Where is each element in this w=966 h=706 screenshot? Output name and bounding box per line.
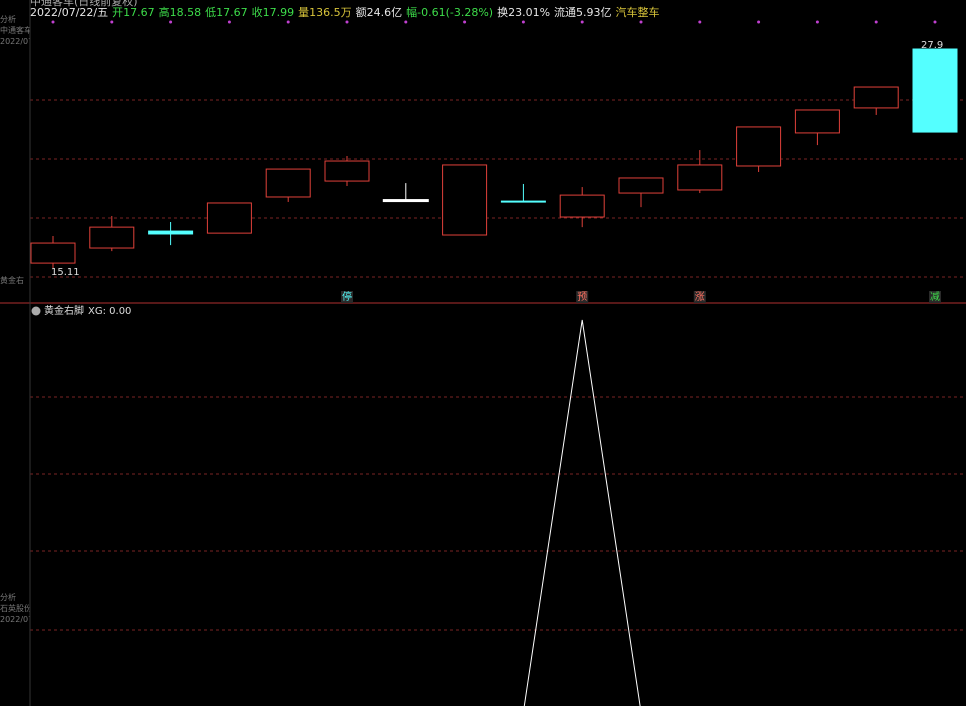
sidebar-item: 2022/07 — [0, 615, 30, 624]
open: 开17.67 — [112, 6, 155, 19]
period-dot — [169, 20, 173, 24]
indicator-toggle[interactable] — [31, 306, 41, 316]
signal-label: 减 — [930, 291, 940, 303]
candle-body — [736, 126, 782, 167]
period-dot — [698, 20, 702, 24]
period-dot — [521, 20, 525, 24]
candle-body — [912, 48, 958, 133]
signal-label: 涨 — [695, 291, 705, 303]
stock-title: 中通客车(日线前复权) — [30, 0, 138, 8]
candle-body — [148, 230, 194, 235]
sidebar-item: 分析 — [0, 15, 16, 24]
period-dot — [933, 20, 937, 24]
quote-bar: 2022/07/22/五 开17.67 高18.58 低17.67 收17.99 量136… — [30, 4, 664, 20]
indicator-line — [523, 319, 641, 706]
signal-label: 预 — [577, 291, 587, 303]
candle-body — [500, 200, 546, 203]
candle-body — [677, 164, 723, 191]
high: 高18.58 — [158, 6, 202, 19]
period-dot — [757, 20, 761, 24]
sidebar-top: 分析中通客车 2022/07 黄金右 — [0, 14, 30, 286]
close: 收17.99 — [251, 6, 295, 19]
candle-body — [794, 109, 840, 134]
sidebar-item: 中通客车 — [0, 26, 30, 35]
period-dot — [227, 20, 231, 24]
period-dot — [404, 20, 408, 24]
period-dot — [286, 20, 290, 24]
indicator-value: XG: 0.00 — [88, 306, 131, 317]
period-dot — [580, 20, 584, 24]
candle-body — [206, 202, 252, 234]
period-dot — [874, 20, 878, 24]
period-dot — [51, 20, 55, 24]
sidebar-item: 石英股份 — [0, 604, 30, 613]
sector: 汽车整车 — [615, 6, 660, 19]
candle-body — [382, 199, 429, 203]
float: 流通5.93亿 — [554, 6, 612, 19]
max-label: 27.9 — [921, 40, 943, 51]
candle-body — [265, 168, 311, 198]
signal-label: 停 — [342, 290, 352, 303]
period-dot — [815, 20, 819, 24]
indicator-name: 黄金右脚 — [44, 304, 84, 317]
sidebar-bottom: 分析石英股份 2022/07 — [0, 592, 30, 625]
signal-box — [576, 291, 589, 303]
amount: 额24.6亿 — [355, 6, 403, 19]
signal-box — [693, 291, 706, 303]
sidebar-item: 2022/07 — [0, 37, 30, 46]
min-label: 15.11 — [51, 267, 80, 278]
turnover: 换23.01% — [497, 6, 551, 19]
period-dot — [463, 20, 467, 24]
change: 幅-0.61(-3.28%) — [406, 6, 494, 19]
signal-box — [929, 291, 941, 303]
period-dot — [110, 20, 114, 24]
candle-body — [853, 86, 899, 109]
candle-body — [618, 177, 664, 194]
volume: 量136.5万 — [298, 6, 352, 19]
candle-body — [30, 242, 76, 264]
date: 2022/07/22/五 — [30, 6, 109, 19]
period-dot — [639, 20, 643, 24]
sidebar-item: 黄金右 — [0, 276, 24, 285]
low: 低17.67 — [205, 6, 248, 19]
signal-box — [341, 291, 353, 303]
candle-body — [442, 164, 488, 236]
candle-body — [89, 226, 135, 249]
sidebar-item: 分析 — [0, 593, 16, 602]
grid — [30, 99, 966, 631]
candle-body — [324, 160, 370, 182]
period-dot — [345, 20, 349, 24]
candle-body — [559, 194, 605, 218]
